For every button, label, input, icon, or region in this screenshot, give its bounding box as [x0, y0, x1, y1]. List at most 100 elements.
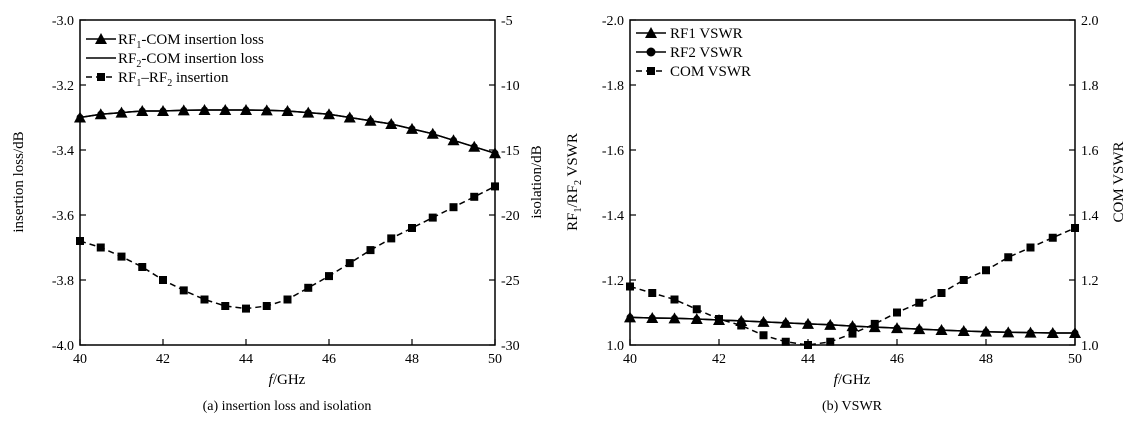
- data-point-circle: [76, 114, 84, 121]
- series-line-a-3: [79, 185, 496, 310]
- legend-label-b-1: RF1 VSWR: [670, 26, 743, 42]
- legend-label-a-3: RF1–RF2 insertion: [118, 70, 229, 89]
- data-point-circle: [491, 149, 499, 157]
- data-point-square: [491, 182, 499, 191]
- y-right-tick-label: 1.2: [1081, 274, 1099, 289]
- legend-item-a-1: RF1-COM insertion loss: [86, 32, 264, 51]
- data-point-circle: [346, 114, 354, 121]
- data-point-circle: [1049, 329, 1057, 337]
- data-point-square: [1071, 224, 1079, 232]
- data-point-circle: [893, 324, 901, 332]
- data-point-square: [870, 319, 879, 328]
- y-left-tick-label: -3.6: [52, 209, 74, 224]
- x-tick-label: 46: [322, 352, 336, 367]
- data-point-circle: [450, 136, 457, 144]
- legend-triangle-marker-icon: [95, 33, 107, 44]
- y-right-tick-label: -5: [501, 14, 513, 29]
- y-axis-label-right-a: isolation/dB: [529, 145, 545, 218]
- legend-label-b-2: RF2 VSWR: [670, 45, 743, 61]
- data-point-square: [179, 286, 188, 295]
- data-point-square: [982, 266, 990, 275]
- data-point-square: [1026, 243, 1035, 252]
- y-left-tick-label: -1.4: [602, 209, 624, 224]
- data-point-square: [781, 337, 790, 346]
- y-left-tick-label: -1.8: [602, 79, 624, 94]
- y-right-tick-label: 1.4: [1081, 209, 1099, 224]
- data-point-circle: [804, 320, 812, 328]
- data-point-circle: [159, 107, 167, 115]
- data-point-circle: [1027, 329, 1034, 337]
- data-point-circle: [648, 314, 656, 322]
- data-point-square: [449, 203, 458, 212]
- data-point-square: [96, 243, 105, 252]
- x-tick-label: 48: [405, 352, 419, 367]
- data-point-circle: [1071, 329, 1079, 337]
- data-point-square: [959, 276, 968, 284]
- series-group-a: [74, 104, 501, 313]
- x-tick-label: 44: [801, 352, 815, 367]
- x-axis-label-a: f/GHz: [269, 372, 306, 388]
- y-axis-label-right-b: COM VSWR: [1111, 142, 1127, 223]
- data-point-circle: [960, 327, 968, 335]
- data-point-square: [1004, 253, 1013, 262]
- data-point-square: [221, 302, 230, 310]
- data-point-circle: [671, 314, 678, 322]
- ticks-group-b: 40 42 44 46 48 50 -2.0 -1.8 -1.6 -1.4 -1.2 1.0 2.0 1.…: [602, 14, 1099, 367]
- x-tick-label: 50: [1068, 352, 1082, 367]
- x-axis-label-b: f/GHz: [834, 372, 871, 388]
- legend-a: RF1-COM insertion loss RF2-COM insertion…: [86, 32, 264, 89]
- data-point-square: [345, 259, 354, 268]
- data-point-square: [1048, 233, 1057, 242]
- y-right-tick-label: 1.8: [1081, 79, 1099, 94]
- y-right-tick-label: -30: [501, 339, 520, 354]
- data-point-circle: [284, 107, 291, 115]
- x-tick-label: 40: [73, 352, 87, 367]
- data-point-circle: [938, 326, 945, 334]
- legend-label-a-2: RF2-COM insertion loss: [118, 51, 264, 70]
- legend-item-a-3: RF1–RF2 insertion: [86, 70, 229, 89]
- data-point-square: [759, 331, 768, 340]
- data-point-square: [470, 192, 479, 201]
- y-left-tick-label: -3.8: [52, 274, 74, 289]
- y-right-tick-label: -15: [501, 144, 520, 159]
- y-left-tick-label: -3.0: [52, 14, 74, 29]
- legend-square-marker-icon: [97, 73, 105, 81]
- data-point-circle: [982, 328, 990, 336]
- data-point-circle: [367, 117, 374, 125]
- data-point-square: [159, 276, 167, 284]
- data-point-square: [408, 224, 416, 232]
- data-point-square: [387, 234, 396, 243]
- chart-panel-b: 40 42 44 46 48 50 -2.0 -1.8 -1.6 -1.4 -1.2 1.0 2.0 1.…: [565, 14, 1127, 414]
- data-point-square: [826, 337, 835, 346]
- y-right-tick-label: 1.0: [1081, 339, 1099, 354]
- y-left-tick-label: -3.2: [52, 79, 74, 94]
- x-tick-label: 42: [712, 352, 726, 367]
- chart-panel-a: 40 42 44 46 48 50 -3.0 -3.2 -3.4 -3.6 -3.8 -4.0 -5 -1…: [11, 14, 545, 414]
- data-point-circle: [408, 125, 416, 133]
- data-point-square: [200, 295, 209, 304]
- data-point-circle: [429, 130, 437, 138]
- legend-item-a-2: RF2-COM insertion loss: [86, 51, 264, 70]
- series-group-b: [624, 224, 1081, 349]
- y-left-tick-label: -2.0: [602, 14, 624, 29]
- data-point-circle: [626, 313, 634, 321]
- y-right-tick-label: 1.6: [1081, 144, 1099, 159]
- caption-a: (a) insertion loss and isolation: [203, 399, 372, 414]
- data-point-square: [325, 272, 333, 281]
- data-point-square: [366, 246, 375, 255]
- x-tick-label: 50: [488, 352, 502, 367]
- data-point-square: [893, 308, 901, 317]
- data-point-square: [648, 289, 657, 297]
- data-point-circle: [760, 318, 767, 326]
- legend-circle-marker-icon: [646, 47, 656, 57]
- legend-item-b-1: RF1 VSWR: [636, 26, 743, 42]
- data-point-square: [428, 213, 437, 222]
- data-point-square: [670, 295, 679, 304]
- y-axis-label-left-b: RF1/RF2 VSWR: [565, 133, 584, 231]
- legend-label-b-3: COM VSWR: [670, 64, 751, 80]
- y-left-tick-label: -1.6: [602, 144, 624, 159]
- data-point-circle: [118, 109, 125, 117]
- data-point-circle: [221, 106, 229, 114]
- data-point-square: [283, 295, 292, 304]
